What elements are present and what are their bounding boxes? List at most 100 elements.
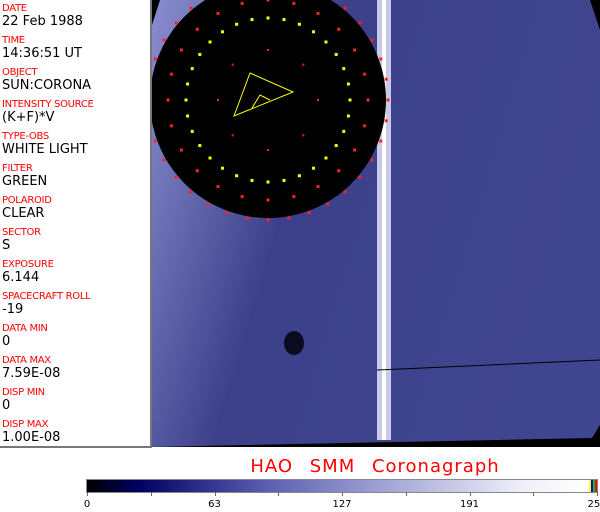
field-value: GREEN xyxy=(2,174,48,189)
grid-dot xyxy=(334,52,338,56)
colorbar-tick-label: 191 xyxy=(459,499,480,510)
field-value: (K+F)*V xyxy=(2,110,55,125)
field-label: TYPE-OBS xyxy=(2,131,49,142)
grid-dot xyxy=(240,195,244,199)
field-value: -19 xyxy=(2,302,24,317)
grid-dot xyxy=(384,77,388,81)
field-time: TIME 14:36:51 UT xyxy=(2,35,82,61)
instrument-title: HAO SMM Coronagraph xyxy=(250,456,500,477)
grid-dot xyxy=(267,149,269,151)
colorbar-tick-label: 0 xyxy=(83,499,91,510)
field-label: DATA MIN xyxy=(2,323,48,334)
grid-dot xyxy=(326,202,330,206)
field-label: DATA MAX xyxy=(2,355,51,366)
header-info-panel: DATE 22 Feb 1988 TIME 14:36:51 UT OBJECT SUN:… xyxy=(0,0,152,448)
grid-dot xyxy=(174,21,178,25)
field-label: SPACECRAFT ROLL xyxy=(2,291,91,302)
coronagraph-image xyxy=(152,0,600,447)
grid-dot xyxy=(179,48,183,52)
grid-dot xyxy=(282,18,286,22)
field-filter: FILTER GREEN xyxy=(2,163,47,189)
grid-dot xyxy=(220,166,224,170)
grid-dot xyxy=(302,134,305,137)
grid-dot xyxy=(370,158,374,162)
field-disp-max: DISP MAX 1.00E-08 xyxy=(2,419,60,445)
grid-dot xyxy=(266,16,270,20)
grid-dot xyxy=(216,11,220,15)
colorbar-tick xyxy=(597,492,598,496)
grid-dot xyxy=(179,148,183,152)
field-data-min: DATA MIN 0 xyxy=(2,323,48,349)
grid-dot xyxy=(348,98,352,102)
field-object: OBJECT SUN:CORONA xyxy=(2,67,91,93)
grid-dot xyxy=(267,49,269,51)
grid-dot xyxy=(235,174,239,178)
field-value: 0 xyxy=(2,398,11,413)
grid-dot xyxy=(186,82,190,86)
grid-dot xyxy=(316,185,320,189)
grid-dot xyxy=(169,72,173,76)
grid-dot xyxy=(324,156,328,160)
grid-dot xyxy=(190,129,194,133)
field-value: 22 Feb 1988 xyxy=(2,14,83,29)
grid-dot xyxy=(287,216,291,220)
grid-dot xyxy=(225,211,229,215)
field-label: TIME xyxy=(2,35,25,46)
grid-dot xyxy=(174,175,178,179)
grid-dot xyxy=(198,144,202,148)
field-label: EXPOSURE xyxy=(2,259,54,270)
grid-dot xyxy=(184,98,188,102)
grid-dot xyxy=(297,22,301,26)
grid-dot xyxy=(245,216,249,220)
colorbar-tick-label: 63 xyxy=(208,499,221,510)
field-date: DATE 22 Feb 1988 xyxy=(2,3,83,29)
field-label: SECTOR xyxy=(2,227,41,238)
field-value: 6.144 xyxy=(2,270,40,285)
grid-dot xyxy=(189,190,193,194)
grid-dot xyxy=(337,169,341,173)
grid-dot xyxy=(153,139,157,143)
grid-dot xyxy=(312,166,316,170)
grid-dot xyxy=(297,174,301,178)
grid-dot xyxy=(384,119,388,123)
field-value: 0 xyxy=(2,334,11,349)
grid-dot xyxy=(190,67,194,71)
grid-dot xyxy=(240,1,244,5)
grid-dot xyxy=(195,169,199,173)
grid-dot xyxy=(346,114,350,118)
colorbar-tick xyxy=(87,492,88,496)
grid-dot xyxy=(292,195,296,199)
colorbar-tick xyxy=(342,492,343,496)
grid-dot xyxy=(343,190,347,194)
field-value: SUN:CORONA xyxy=(2,78,92,93)
grid-dot xyxy=(358,21,362,25)
grid-dot xyxy=(162,158,166,162)
field-sector: SECTOR S xyxy=(2,227,41,253)
colorbar-tick xyxy=(469,492,471,496)
field-value: WHITE LIGHT xyxy=(2,142,88,157)
grid-dot xyxy=(343,6,347,10)
field-intensity-source: INTENSITY SOURCE (K+F)*V xyxy=(2,99,94,125)
grid-dot xyxy=(186,114,190,118)
colorbar-tick-label: 127 xyxy=(332,499,352,510)
field-polaroid: POLAROID CLEAR xyxy=(2,195,52,221)
grid-dot xyxy=(266,180,270,184)
grid-dot xyxy=(162,38,166,42)
grid-dot xyxy=(231,134,234,137)
grid-dot xyxy=(208,156,212,160)
field-disp-min: DISP MIN 0 xyxy=(2,387,45,413)
colorbar-tick xyxy=(278,492,280,496)
grid-dot xyxy=(312,30,316,34)
field-value: 7.59E-08 xyxy=(2,366,61,381)
grid-dot xyxy=(153,57,157,61)
grid-dot xyxy=(379,139,383,143)
grid-dot xyxy=(231,63,234,66)
occulting-disk xyxy=(152,0,386,218)
grid-dot xyxy=(217,99,219,101)
field-value: S xyxy=(2,238,11,253)
grid-dot xyxy=(337,27,341,31)
field-label: OBJECT xyxy=(2,67,38,78)
grid-dot xyxy=(266,218,270,222)
field-spacecraft-roll: SPACECRAFT ROLL -19 xyxy=(2,291,91,317)
grid-dot xyxy=(195,27,199,31)
